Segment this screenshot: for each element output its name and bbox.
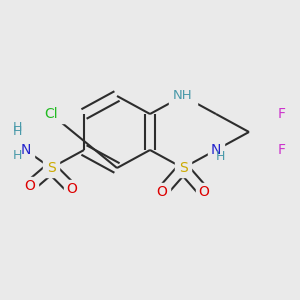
Text: O: O [25, 179, 35, 193]
Bar [208, 141, 224, 159]
Bar [37, 105, 65, 123]
Bar [212, 148, 229, 165]
Text: F: F [278, 143, 286, 157]
Text: S: S [46, 161, 56, 175]
Text: S: S [178, 161, 188, 175]
Text: F: F [278, 107, 286, 121]
Bar [175, 159, 191, 177]
Text: N: N [20, 143, 31, 157]
Text: H: H [216, 150, 225, 163]
Bar [64, 180, 80, 198]
Text: N: N [211, 143, 221, 157]
Bar [22, 177, 38, 195]
Bar [9, 119, 26, 136]
Bar [196, 183, 212, 201]
Text: NH: NH [173, 89, 193, 103]
Text: O: O [157, 185, 167, 199]
Text: H: H [13, 121, 22, 134]
Text: O: O [67, 182, 77, 196]
Bar [154, 183, 170, 201]
Text: Cl: Cl [44, 107, 58, 121]
Bar [17, 141, 34, 159]
Bar [274, 105, 290, 123]
Bar [43, 159, 59, 177]
Text: O: O [199, 185, 209, 199]
Text: H: H [13, 125, 22, 139]
Text: H: H [13, 149, 22, 162]
Bar [169, 87, 197, 105]
Bar [274, 141, 290, 159]
